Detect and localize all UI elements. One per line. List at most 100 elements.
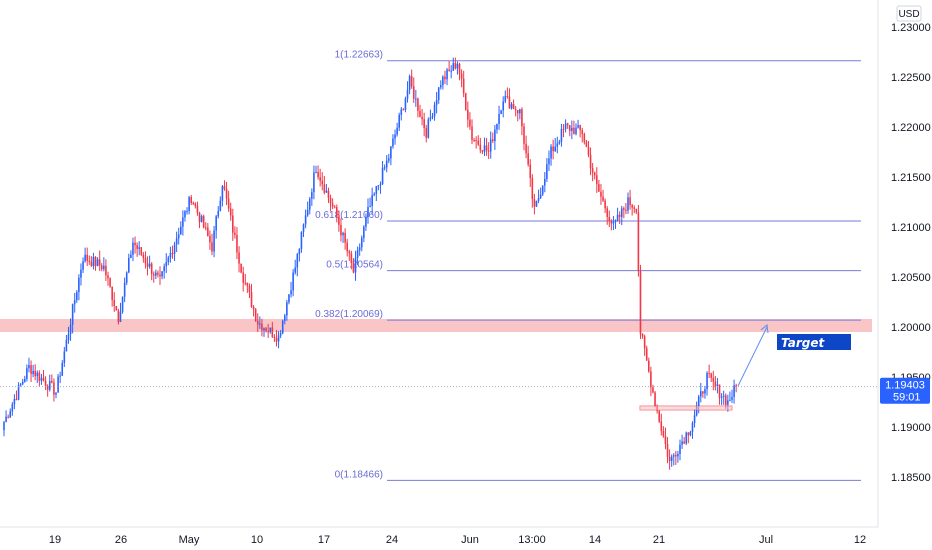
candle <box>128 253 130 274</box>
candle-body <box>144 258 147 264</box>
candle <box>477 135 480 146</box>
candle-body <box>566 123 569 126</box>
candle-body <box>471 126 473 140</box>
candle <box>325 184 328 193</box>
candle-body <box>546 164 548 179</box>
candle-body <box>396 127 398 135</box>
x-tick-label-7: 13:00 <box>518 534 546 546</box>
candle-body <box>652 387 654 393</box>
candle-body <box>213 230 215 252</box>
candle <box>710 372 712 383</box>
candle-body <box>219 200 222 211</box>
candle <box>275 329 278 347</box>
fib-label-4: 0(1.18466) <box>335 469 383 480</box>
candle <box>514 105 517 117</box>
candle-body <box>581 130 584 134</box>
candle-body <box>381 167 384 185</box>
candle-body <box>587 147 590 155</box>
candle <box>400 107 403 121</box>
candle-body <box>612 221 615 224</box>
candle <box>714 375 717 391</box>
currency-badge[interactable] <box>896 5 922 22</box>
candle-body <box>138 247 140 249</box>
candle-body <box>73 300 76 305</box>
candle-body <box>207 227 209 236</box>
candle-body <box>722 395 725 397</box>
candle-body <box>710 373 712 378</box>
candle <box>469 112 471 130</box>
candle-body <box>454 63 457 69</box>
candle <box>117 308 120 325</box>
candle <box>373 192 376 197</box>
candle <box>281 319 284 335</box>
candle <box>163 263 165 279</box>
candle <box>28 357 30 373</box>
candle <box>84 247 86 263</box>
candle <box>548 150 550 172</box>
candle <box>697 394 700 414</box>
candle-body <box>687 432 690 436</box>
candle <box>581 127 584 143</box>
candle-body <box>412 86 415 99</box>
candle <box>575 123 577 136</box>
candle <box>150 262 153 281</box>
candle <box>80 263 82 286</box>
candle <box>433 101 436 121</box>
candle <box>704 385 706 399</box>
candle <box>15 390 18 401</box>
candle-body <box>650 371 652 388</box>
candle-body <box>196 205 199 213</box>
candle <box>236 227 238 260</box>
candle-body <box>254 309 257 321</box>
candle <box>637 204 640 277</box>
candle-body <box>238 252 240 264</box>
candle <box>381 161 384 185</box>
candle-body <box>664 436 667 445</box>
candle-body <box>240 263 242 273</box>
candle-body <box>177 234 180 239</box>
candle-body <box>63 351 66 363</box>
candle <box>134 236 136 254</box>
candle-body <box>146 263 149 267</box>
candle <box>573 120 575 135</box>
candle <box>219 196 222 212</box>
candle-body <box>84 254 86 262</box>
candle-body <box>61 362 64 376</box>
candle-body <box>290 290 292 295</box>
candle <box>577 119 579 129</box>
x-tick-label-0: 19 <box>49 534 61 546</box>
candle-body <box>69 324 72 335</box>
fib-label-1: 0.618(1.21060) <box>315 210 383 221</box>
candle <box>650 366 652 397</box>
candle-body <box>704 389 706 394</box>
candle <box>454 57 457 70</box>
candle <box>498 105 500 130</box>
candle <box>666 437 669 464</box>
candle <box>333 205 336 209</box>
candle-body <box>548 158 550 165</box>
candle-body <box>373 193 376 196</box>
candle <box>423 112 425 137</box>
candle-body <box>311 192 313 199</box>
candle-body <box>346 242 348 252</box>
candle-body <box>375 186 378 194</box>
candle-body <box>623 208 625 210</box>
candle <box>354 250 357 281</box>
candle <box>489 131 492 159</box>
candle-body <box>500 110 502 115</box>
candle <box>641 333 644 339</box>
candle-body <box>442 76 444 86</box>
candle-body <box>26 368 28 379</box>
candle <box>502 96 504 118</box>
candle-body <box>596 175 598 185</box>
candle <box>425 124 428 143</box>
candle <box>598 179 600 192</box>
candle-body <box>292 272 294 291</box>
candle-body <box>440 85 442 88</box>
candle-body <box>221 186 224 201</box>
target-label: Target <box>781 336 826 350</box>
candle-body <box>217 210 220 217</box>
candle <box>238 246 240 273</box>
candle <box>186 207 188 215</box>
